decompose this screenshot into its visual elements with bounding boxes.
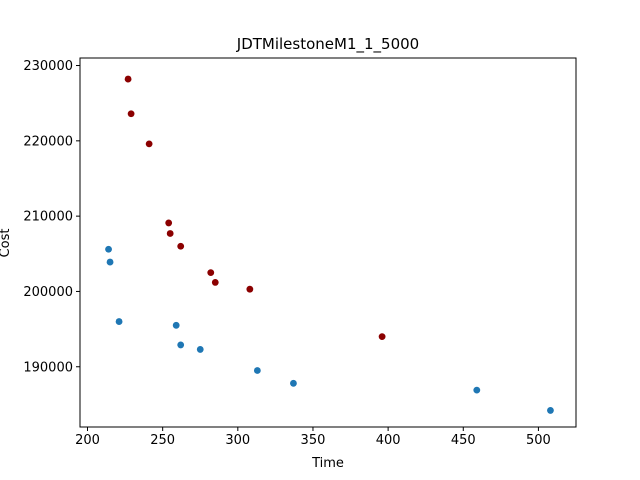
data-point-series-2 (105, 245, 112, 253)
data-point-series-1 (177, 242, 185, 250)
x-tick-label: 200 (75, 433, 100, 448)
y-tick-label: 220000 (23, 134, 73, 149)
data-point-series-1 (378, 333, 386, 341)
data-point-series-1 (165, 219, 173, 227)
x-tick-label: 400 (376, 433, 401, 448)
chart-title: JDTMilestoneM1_1_5000 (236, 35, 419, 54)
data-point-series-2 (106, 258, 114, 266)
y-axis-label: Cost (0, 229, 13, 258)
x-tick-label: 500 (526, 433, 551, 448)
data-point-series-2 (172, 321, 180, 329)
data-point-series-2 (473, 386, 481, 394)
data-point-series-2 (547, 407, 554, 414)
data-point-series-1 (207, 269, 215, 277)
y-tick-label: 230000 (23, 59, 73, 74)
data-point-series-1 (127, 110, 135, 118)
data-point-series-1 (145, 140, 153, 148)
y-tick-label: 200000 (23, 285, 73, 300)
x-axis-label: Time (311, 456, 344, 471)
y-tick-label: 190000 (23, 360, 73, 375)
data-point-series-2 (290, 379, 297, 387)
x-tick-label: 300 (225, 433, 250, 448)
data-point-series-2 (196, 346, 204, 353)
y-tick-label: 210000 (23, 210, 73, 225)
marks-layer: 200 250 300 350 400 450 500 190000 200000 210000 2… (23, 59, 554, 448)
x-tick-label: 250 (150, 433, 175, 448)
x-tick-label: 450 (451, 433, 476, 448)
data-point-series-2 (115, 318, 123, 325)
data-point-series-1 (166, 230, 174, 237)
data-point-series-2 (177, 341, 185, 349)
data-point-series-1 (246, 285, 254, 293)
data-point-series-1 (124, 75, 132, 83)
data-point-series-2 (253, 367, 261, 374)
x-tick-label: 350 (301, 433, 326, 448)
plot-area-frame (79, 57, 577, 428)
data-point-series-1 (211, 279, 219, 286)
